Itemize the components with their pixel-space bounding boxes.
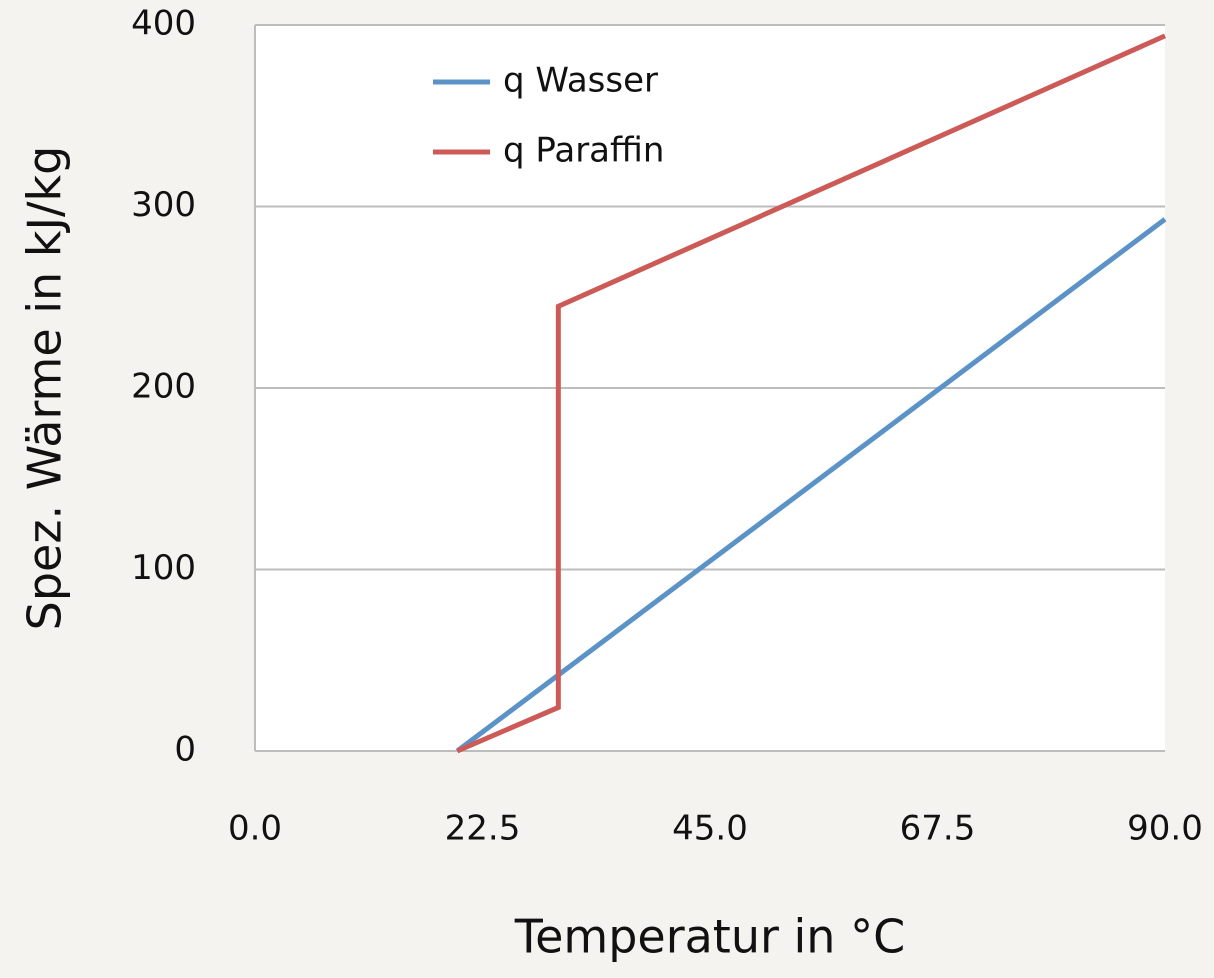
legend-label: q Paraffin: [503, 131, 664, 171]
y-axis-title: Spez. Wärme in kJ/kg: [18, 146, 72, 631]
x-tick-label: 90.0: [1127, 809, 1203, 849]
x-tick-label: 45.0: [672, 809, 748, 849]
y-tick-label: 0: [174, 730, 196, 770]
x-tick-label: 22.5: [445, 809, 521, 849]
y-tick-label: 100: [131, 548, 196, 588]
x-tick-label: 0.0: [228, 809, 282, 849]
y-tick-label: 300: [131, 185, 196, 225]
x-axis-title: Temperatur in °C: [514, 910, 905, 964]
y-tick-label: 400: [131, 4, 196, 44]
line: [455, 217, 1167, 753]
line: [456, 33, 1167, 754]
legend-label: q Wasser: [503, 61, 658, 101]
x-tick-label: 67.5: [900, 809, 976, 849]
y-tick-label: 200: [131, 367, 196, 407]
